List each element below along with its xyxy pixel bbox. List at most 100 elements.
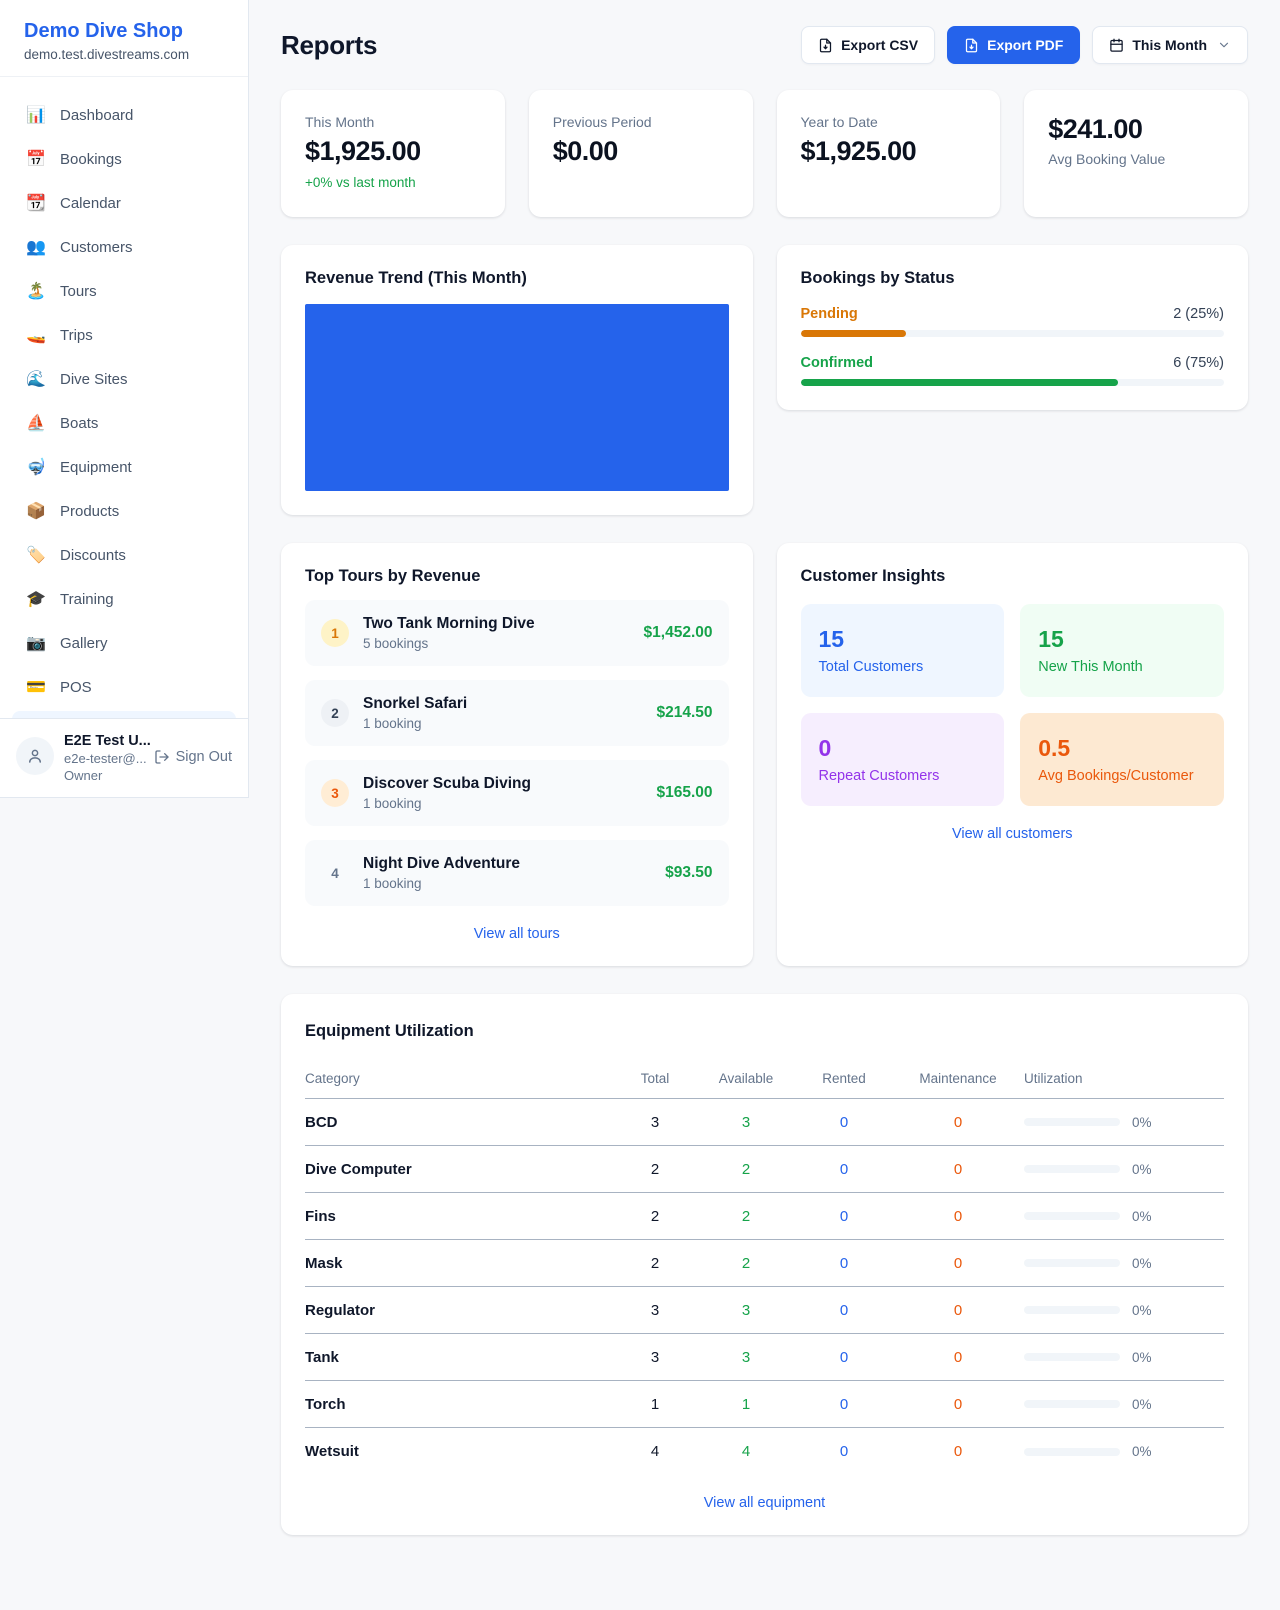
tour-name: Discover Scuba Diving — [363, 775, 531, 792]
sidebar-item-label: Trips — [60, 326, 93, 344]
stat-value: $241.00 — [1048, 114, 1143, 144]
sidebar-item-reports-partial[interactable] — [12, 711, 236, 718]
shop-name: Demo Dive Shop — [24, 20, 183, 42]
tile-value: 0.5 — [1038, 735, 1071, 761]
equipment-utilization-card: Equipment Utilization Category Total Ava… — [281, 994, 1248, 1535]
table-row: Regulator 3 3 0 0 0% — [305, 1287, 1224, 1334]
sidebar-item-label: Equipment — [60, 458, 132, 476]
stat-value: $1,925.00 — [800, 136, 917, 166]
tile-total-customers: 15 Total Customers — [800, 604, 1005, 697]
credit-card-icon: 💳 — [26, 679, 46, 696]
sidebar-item-label: Customers — [60, 238, 133, 256]
status-label: Pending — [800, 306, 858, 322]
cell-utilization: 0% — [1024, 1303, 1224, 1318]
sidebar-item-dashboard[interactable]: 📊 Dashboard — [12, 95, 236, 135]
customer-insights-card: Customer Insights 15 Total Customers 15 … — [776, 543, 1248, 966]
user-email: e2e-tester@... — [64, 751, 147, 766]
utilization-percent: 0% — [1132, 1255, 1152, 1271]
revenue-trend-title: Revenue Trend (This Month) — [305, 269, 527, 287]
utilization-percent: 0% — [1132, 1208, 1152, 1224]
cell-utilization: 0% — [1024, 1397, 1224, 1412]
stat-label: Avg Booking Value — [1048, 151, 1166, 167]
sailboat-icon: ⛵ — [26, 415, 46, 432]
wave-icon: 🌊 — [26, 371, 46, 388]
cell-rented: 0 — [839, 1348, 849, 1366]
tour-row: 1 Two Tank Morning Dive 5 bookings $1,45… — [305, 600, 729, 666]
view-all-tours-link[interactable]: View all tours — [473, 926, 560, 942]
table-row: Torch 1 1 0 0 0% — [305, 1381, 1224, 1428]
tour-name: Night Dive Adventure — [363, 855, 521, 872]
revenue-trend-chart — [305, 304, 729, 491]
period-dropdown[interactable]: This Month — [1092, 26, 1248, 64]
file-download-icon — [965, 38, 978, 52]
cell-category: Torch — [305, 1395, 346, 1413]
file-download-icon — [819, 38, 832, 52]
sidebar-item-training[interactable]: 🎓 Training — [12, 579, 236, 619]
tile-new-this-month: 15 New This Month — [1020, 604, 1224, 697]
utilization-percent: 0% — [1132, 1161, 1152, 1177]
equipment-utilization-title: Equipment Utilization — [305, 1022, 474, 1040]
utilization-bar-track — [1024, 1353, 1120, 1361]
sidebar-item-boats[interactable]: ⛵ Boats — [12, 403, 236, 443]
sidebar-item-label: Calendar — [60, 194, 121, 212]
shop-domain: demo.test.divestreams.com — [24, 47, 190, 62]
package-icon: 📦 — [26, 503, 46, 520]
table-row: Wetsuit 4 4 0 0 0% — [305, 1428, 1224, 1475]
charts-row: Revenue Trend (This Month) Bookings by S… — [281, 245, 1248, 515]
utilization-bar-track — [1024, 1212, 1120, 1220]
equipment-table: Category Total Available Rented Maintena… — [305, 1059, 1224, 1475]
person-icon — [29, 749, 41, 763]
sidebar-item-pos[interactable]: 💳 POS — [12, 667, 236, 707]
cell-category: Mask — [305, 1254, 343, 1272]
sidebar-panel: Demo Dive Shop demo.test.divestreams.com… — [0, 0, 249, 798]
sidebar-item-customers[interactable]: 👥 Customers — [12, 227, 236, 267]
tour-revenue: $214.50 — [656, 704, 713, 721]
export-pdf-button[interactable]: Export PDF — [947, 26, 1081, 64]
sidebar-item-products[interactable]: 📦 Products — [12, 491, 236, 531]
sidebar-item-discounts[interactable]: 🏷️ Discounts — [12, 535, 236, 575]
cell-rented: 0 — [839, 1395, 849, 1413]
sidebar-item-dive-sites[interactable]: 🌊 Dive Sites — [12, 359, 236, 399]
sidebar-nav: 📊 Dashboard 📅 Bookings 📆 Calendar 👥 Cust… — [0, 77, 248, 718]
column-header: Maintenance — [919, 1071, 997, 1086]
sidebar-item-label: Training — [60, 590, 114, 608]
sidebar-item-equipment[interactable]: 🤿 Equipment — [12, 447, 236, 487]
tour-revenue: $1,452.00 — [643, 624, 713, 641]
cell-available: 3 — [741, 1348, 751, 1366]
sidebar-item-tours[interactable]: 🏝️ Tours — [12, 271, 236, 311]
tile-label: Avg Bookings/Customer — [1038, 768, 1194, 784]
user-name: E2E Test U... — [64, 733, 151, 749]
sign-out-button[interactable]: Sign Out — [154, 749, 232, 765]
status-bar-fill — [800, 330, 907, 337]
camera-icon: 📷 — [26, 635, 46, 652]
tour-bookings: 5 bookings — [363, 636, 429, 651]
sidebar-item-gallery[interactable]: 📷 Gallery — [12, 623, 236, 663]
tile-value: 0 — [818, 735, 832, 761]
tour-name: Two Tank Morning Dive — [363, 615, 535, 632]
cell-total: 3 — [650, 1301, 660, 1319]
main-content: Reports Export CSV Export PDF — [249, 0, 1280, 1575]
cell-total: 2 — [650, 1207, 660, 1225]
cell-total: 4 — [650, 1443, 660, 1460]
table-row: Mask 2 2 0 0 0% — [305, 1240, 1224, 1287]
utilization-bar-track — [1024, 1259, 1120, 1267]
avatar — [16, 737, 54, 775]
cell-rented: 0 — [839, 1113, 849, 1131]
sidebar-item-bookings[interactable]: 📅 Bookings — [12, 139, 236, 179]
sidebar-item-trips[interactable]: 🚤 Trips — [12, 315, 236, 355]
tour-row: 3 Discover Scuba Diving 1 booking $165.0… — [305, 760, 729, 826]
cell-rented: 0 — [839, 1207, 849, 1225]
status-row-pending: Pending 2 (25%) — [800, 306, 1224, 337]
export-csv-button[interactable]: Export CSV — [801, 26, 936, 64]
rank-badge: 3 — [321, 779, 349, 807]
tour-revenue: $93.50 — [665, 864, 713, 881]
user-footer: E2E Test U... e2e-tester@... Owner Sign … — [0, 718, 248, 797]
view-all-equipment-link[interactable]: View all equipment — [703, 1495, 826, 1511]
insights-grid: 15 Total Customers 15 New This Month 0 R… — [800, 604, 1224, 806]
sidebar-item-label: Tours — [60, 282, 97, 300]
sidebar: Demo Dive Shop demo.test.divestreams.com… — [0, 0, 249, 798]
rank-badge: 4 — [331, 865, 339, 881]
sidebar-item-calendar[interactable]: 📆 Calendar — [12, 183, 236, 223]
view-all-customers-link[interactable]: View all customers — [951, 826, 1073, 842]
